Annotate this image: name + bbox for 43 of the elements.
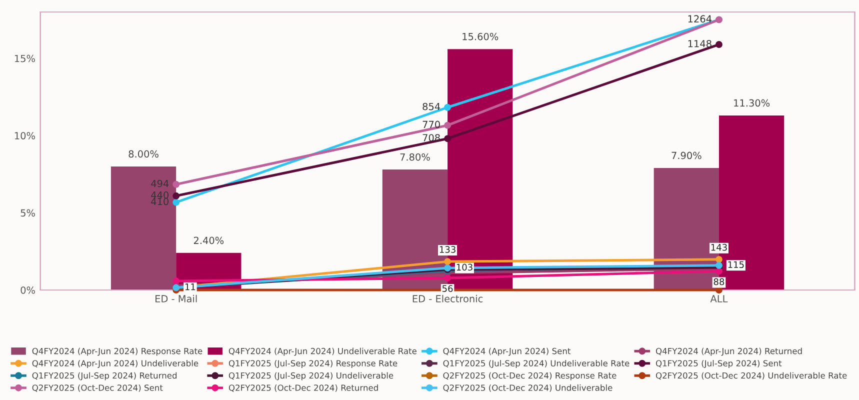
x-tick-label: ALL — [710, 295, 728, 302]
data-label: 143 — [711, 244, 727, 251]
data-label: 440 — [151, 191, 169, 199]
y-tick-label: 0% — [20, 286, 35, 294]
data-label: 11 — [185, 284, 196, 290]
y-tick-label: 5% — [20, 209, 35, 217]
data-label: 494 — [151, 180, 169, 188]
legend-label: Q1FY2025 (Jul-Sep 2024) Returned — [32, 372, 177, 380]
legend-label: Q2FY2025 (Oct-Dec 2024) Sent — [32, 384, 163, 392]
data-label: 8.00% — [128, 150, 158, 158]
legend-label: Q1FY2025 (Jul-Sep 2024) Response Rate — [228, 360, 398, 368]
legend-label: Q4FY2024 (Apr-Jun 2024) Returned — [656, 348, 802, 356]
x-tick-label: ED - Mail — [156, 294, 197, 302]
legend-label: Q2FY2025 (Oct-Dec 2024) Undeliverable — [443, 384, 612, 392]
legend-label: Q4FY2024 (Apr-Jun 2024) Response Rate — [32, 348, 202, 356]
data-label: 56 — [442, 285, 453, 292]
y-tick-label: 15% — [14, 54, 35, 62]
legend-label: Q4FY2024 (Apr-Jun 2024) Sent — [443, 348, 571, 356]
legend-label: Q1FY2025 (Jul-Sep 2024) Undeliverable — [228, 372, 394, 380]
legend-label: Q1FY2025 (Jul-Sep 2024) Sent — [656, 360, 782, 368]
data-label: 11.30% — [734, 99, 770, 107]
x-tick-label: ED - Electronic — [412, 294, 483, 302]
legend-label: Q4FY2024 (Apr-Jun 2024) Undeliverable — [32, 360, 198, 368]
data-label: 88 — [714, 278, 724, 286]
data-label: 15.60% — [462, 32, 498, 40]
data-label: 854 — [422, 102, 440, 110]
data-label: 115 — [728, 261, 744, 268]
legend-label: Q4FY2024 (Apr-Jun 2024) Undeliverable Rate — [228, 348, 416, 356]
data-label: 7.80% — [400, 153, 430, 161]
data-label: 410 — [151, 198, 169, 206]
data-label: 2.40% — [194, 236, 224, 244]
data-label: 133 — [440, 246, 456, 253]
legend-label: Q1FY2025 (Jul-Sep 2024) Undeliverable Rate — [443, 360, 630, 368]
legend-label: Q2FY2025 (Oct-Dec 2024) Response Rate — [443, 372, 616, 380]
legend-label: Q2FY2025 (Oct-Dec 2024) Returned — [228, 384, 378, 392]
data-label: 7.90% — [672, 152, 702, 160]
data-label: 103 — [456, 264, 472, 271]
legend-label: Q2FY2025 (Oct-Dec 2024) Undeliverable Rate — [656, 372, 847, 380]
data-label: 1264 — [688, 15, 712, 23]
data-label: 708 — [422, 134, 440, 142]
y-tick-label: 10% — [14, 132, 35, 140]
data-label: 1148 — [688, 40, 712, 48]
data-label: 770 — [422, 120, 440, 128]
